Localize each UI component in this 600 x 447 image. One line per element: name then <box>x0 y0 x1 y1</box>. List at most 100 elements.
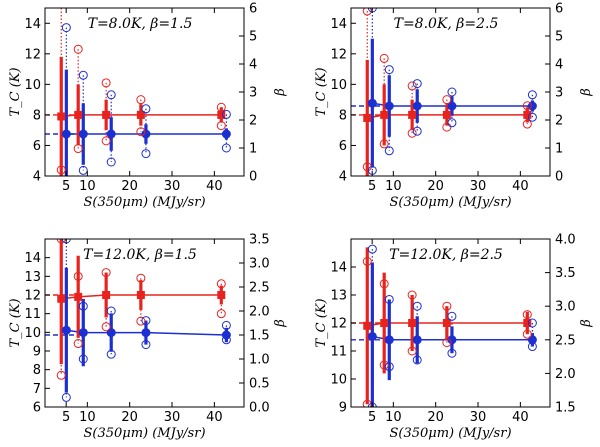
y-left-tick-label: 8 <box>339 108 347 123</box>
x-tick-label: 10 <box>79 179 96 194</box>
T-point <box>74 292 83 301</box>
x-tick-label: 5 <box>62 179 70 194</box>
y-left-tick-label: 12 <box>24 289 41 304</box>
panel-3: 5 10 20 30 40 6 7 8 9 10 11 12 13 14 0.0 0.5 1.0 1.5 2.0 2.… <box>8 233 288 442</box>
y-right-tick-label: 6 <box>249 2 257 17</box>
x-tick-label: 30 <box>470 179 487 194</box>
y-right-tick-label: 4 <box>249 58 257 73</box>
y-right-tick-label: 0.0 <box>249 401 270 416</box>
panel-title: T=12.0K, β=1.5 <box>83 247 197 263</box>
x-axis-label: S(350μm) (MJy/sr) <box>83 195 205 210</box>
beta-point <box>78 129 88 139</box>
y-right-tick-label: 1.0 <box>249 353 270 368</box>
beta-outlier-high <box>412 79 422 89</box>
y-right-axis-label: β <box>273 88 288 97</box>
plot-area <box>45 239 231 402</box>
T-point <box>380 110 389 119</box>
T-point <box>57 112 66 121</box>
x-axis-label: S(350μm) (MJy/sr) <box>83 426 205 441</box>
T-outlier-low <box>362 399 372 407</box>
beta-point <box>106 328 116 338</box>
T-outlier-low <box>56 165 66 175</box>
panel-4: 5 10 20 30 40 9 10 11 12 13 14 1.5 2.0 2.5 3.0 3.5 4.0 T=… <box>314 233 594 442</box>
x-tick-label: 40 <box>512 179 529 194</box>
T-point <box>217 291 226 299</box>
T-outlier-high <box>362 256 372 266</box>
x-tick-label: 20 <box>427 179 444 194</box>
T-outlier-high <box>442 95 452 105</box>
T-point <box>442 110 451 119</box>
y-left-tick-label: 8 <box>33 363 41 378</box>
beta-outlier-high <box>527 90 537 100</box>
beta-outlier-high <box>412 301 422 311</box>
y-left-tick-label: 4 <box>339 170 347 185</box>
T-outlier-low <box>216 309 226 319</box>
y-right-tick-label: 0 <box>249 170 257 185</box>
y-right-tick-label: 3 <box>555 86 563 101</box>
y-right-tick-label: 2 <box>555 114 563 129</box>
T-point <box>57 294 66 303</box>
beta-point <box>61 325 71 335</box>
y-left-axis-label: T_C (K) <box>8 298 23 347</box>
y-right-tick-label: 0 <box>555 170 563 185</box>
T-point <box>74 110 83 119</box>
T-outlier-high <box>407 81 417 91</box>
T-outlier-high <box>216 102 226 112</box>
x-tick-label: 5 <box>368 179 376 194</box>
y-right-tick-label: 3.5 <box>249 233 270 248</box>
beta-point <box>221 330 231 340</box>
y-right-tick-label: 1 <box>555 142 563 157</box>
y-left-tick-label: 9 <box>33 345 41 360</box>
T-point <box>442 319 451 327</box>
y-right-tick-label: 4.0 <box>555 233 576 248</box>
T-outlier-high <box>379 279 389 289</box>
T-outlier-high <box>136 95 146 105</box>
axes-frame <box>44 238 245 408</box>
y-right-tick-label: 3.0 <box>555 300 576 315</box>
beta-outlier-high <box>384 294 394 304</box>
y-right-tick-label: 2.0 <box>249 305 270 320</box>
y-right-tick-label: 3 <box>249 86 257 101</box>
y-right-tick-label: 3.0 <box>249 257 270 272</box>
T-point <box>136 291 145 299</box>
beta-point <box>384 335 394 345</box>
beta-outlier-high <box>527 318 537 328</box>
plot-area <box>45 8 231 176</box>
y-right-tick-label: 2.5 <box>249 281 270 296</box>
y-left-tick-label: 13 <box>24 270 41 285</box>
T-outlier-low <box>136 316 146 326</box>
T-point <box>380 319 389 327</box>
beta-outlier-low <box>527 112 537 122</box>
panel-title: T=8.0K, β=1.5 <box>88 16 193 32</box>
T-outlier-high <box>101 78 111 88</box>
y-left-tick-label: 4 <box>33 170 41 185</box>
beta-outlier-low <box>106 349 116 359</box>
beta-outlier-high <box>384 65 394 75</box>
T-outlier-high <box>73 271 83 281</box>
x-tick-label: 5 <box>62 410 70 425</box>
beta-outlier-high <box>221 320 231 330</box>
y-left-tick-label: 12 <box>330 47 347 62</box>
y-right-tick-label: 1.5 <box>249 329 270 344</box>
beta-outlier-low <box>384 146 394 156</box>
T-outlier-high <box>522 310 532 320</box>
y-left-tick-label: 10 <box>330 78 347 93</box>
beta-outlier-high <box>141 316 151 326</box>
y-left-tick-label: 9 <box>339 401 347 416</box>
y-right-tick-label: 2 <box>249 114 257 129</box>
T-outlier-high <box>56 239 66 244</box>
beta-point <box>61 129 71 139</box>
x-tick-label: 40 <box>206 410 223 425</box>
T-outlier-high <box>73 44 83 54</box>
y-left-tick-label: 14 <box>24 17 41 32</box>
beta-point <box>447 101 457 111</box>
beta-outlier-high <box>106 90 116 100</box>
beta-point <box>106 129 116 139</box>
beta-point <box>141 129 151 139</box>
T-point <box>363 113 372 122</box>
y-right-tick-label: 2.5 <box>555 333 576 348</box>
y-left-tick-label: 12 <box>330 317 347 332</box>
y-left-tick-label: 13 <box>330 289 347 304</box>
beta-outlier-low <box>141 149 151 159</box>
